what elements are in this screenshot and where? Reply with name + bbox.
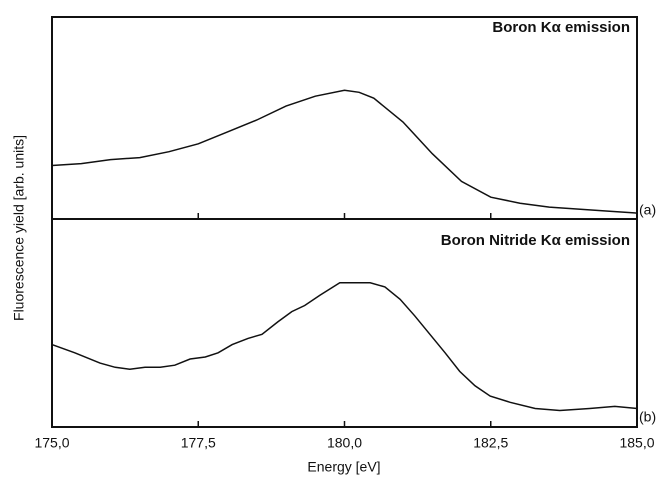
plot-frame [51, 16, 638, 428]
spectrum-line [51, 282, 638, 412]
panel-title: Boron Kα emission [492, 19, 630, 36]
panel-title: Boron Nitride Kα emission [441, 232, 630, 249]
x-tick-label: 185,0 [619, 435, 654, 451]
x-tick-label: 175,0 [34, 435, 69, 451]
panel-label: (b) [639, 409, 656, 425]
x-tick-label: 180,0 [327, 435, 362, 451]
panel-label: (a) [639, 202, 656, 218]
spectrum-line [51, 89, 638, 214]
x-tick-label: 177,5 [181, 435, 216, 451]
x-axis-label: Energy [eV] [307, 459, 380, 475]
y-axis-label: Fluorescence yield [arb. units] [11, 135, 27, 321]
x-tick-label: 182,5 [473, 435, 508, 451]
